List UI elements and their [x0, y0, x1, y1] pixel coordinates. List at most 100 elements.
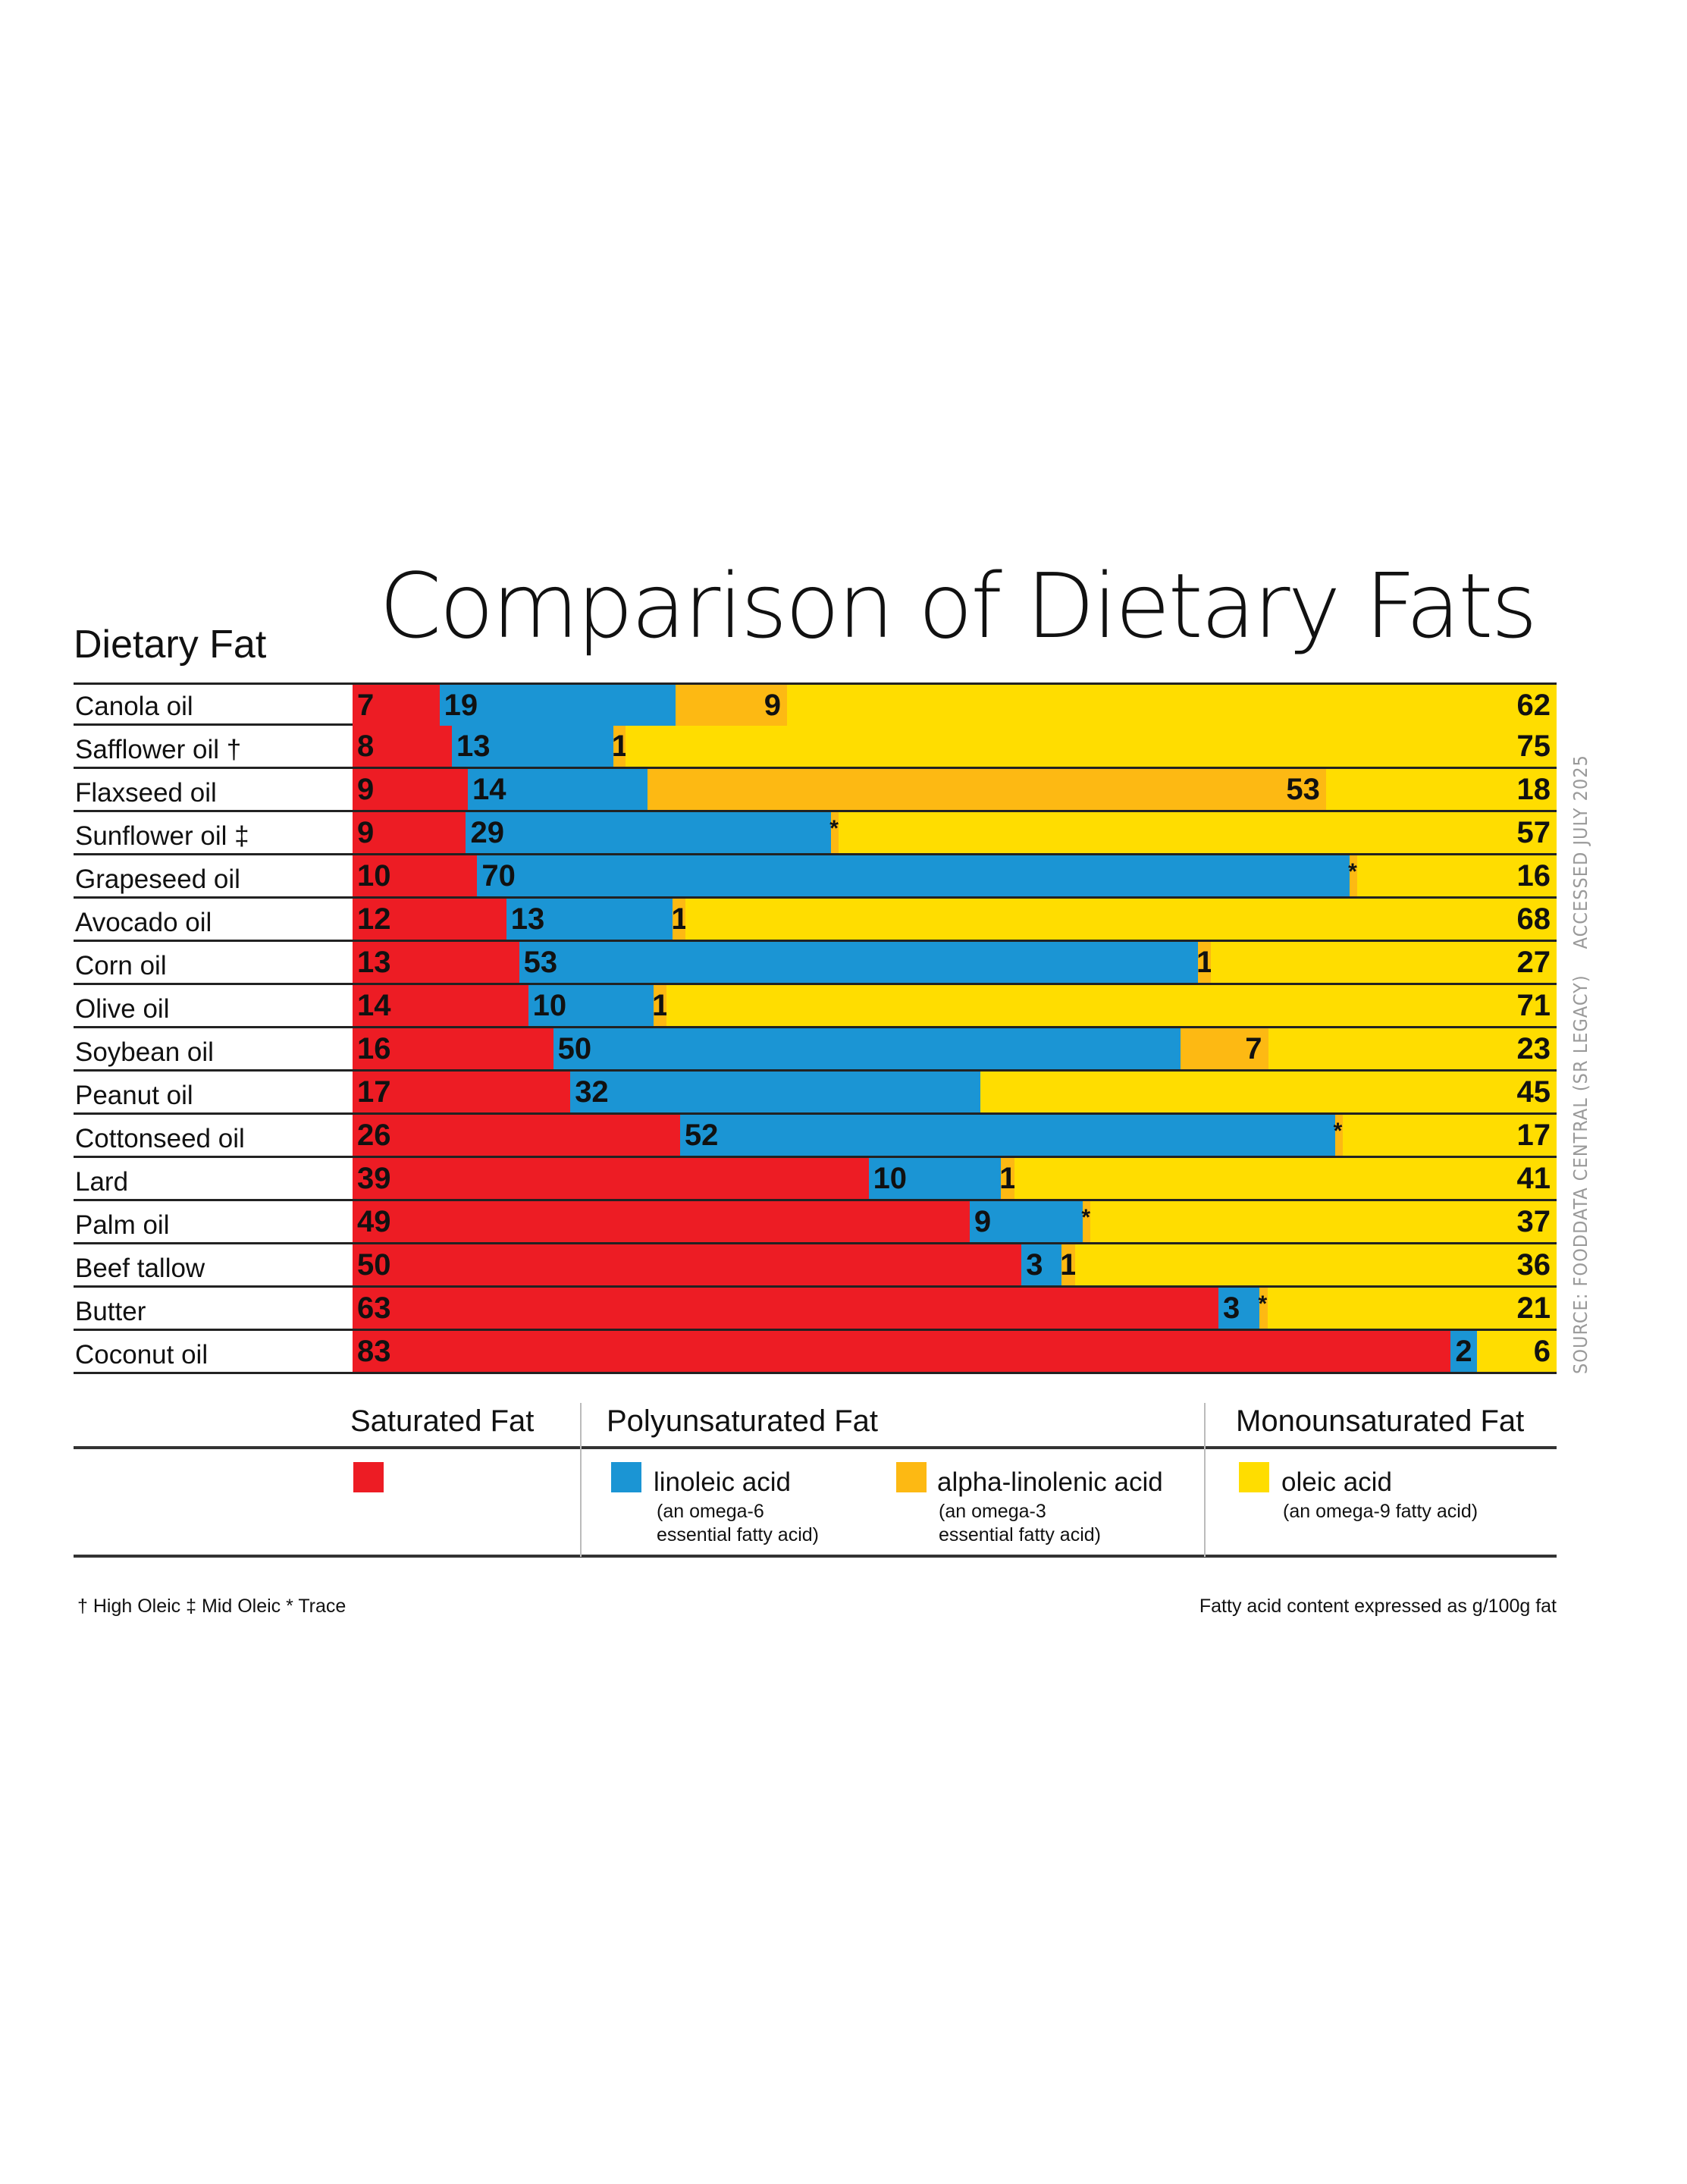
bar-segment-saturated — [353, 685, 440, 726]
data-label-saturated: 10 — [357, 859, 391, 893]
bar-row: Peanut oil 17 32 45 — [74, 1072, 1557, 1115]
stacked-bar: 17 32 45 — [353, 1072, 1557, 1112]
data-label-oleic: 18 — [1516, 773, 1551, 806]
legend-label-oleic: oleic acid — [1281, 1467, 1392, 1497]
data-label-alpha-linolenic: 1 — [999, 1162, 1017, 1195]
data-label-linoleic: 32 — [575, 1075, 609, 1109]
legend-swatch-saturated — [353, 1462, 384, 1492]
category-label: Butter — [75, 1297, 146, 1326]
bar-segment-alpha-linolenic — [1259, 1288, 1268, 1329]
legend-swatch-alpha-linolenic — [896, 1462, 927, 1492]
data-label-saturated: 39 — [357, 1162, 391, 1195]
bar-segment-saturated — [353, 899, 506, 940]
bar-segment-saturated — [353, 942, 519, 983]
data-label-oleic: 68 — [1516, 902, 1551, 936]
bar-segment-oleic — [1342, 1115, 1557, 1156]
bar-segment-oleic — [1268, 1288, 1557, 1329]
bar-segment-linoleic — [1218, 1288, 1260, 1329]
bar-row: Flaxseed oil 9 14 53 18 — [74, 769, 1557, 812]
data-label-alpha-linolenic: * — [1333, 1119, 1343, 1144]
bar-segment-alpha-linolenic — [1001, 1158, 1014, 1199]
bar-row: Olive oil 14 10 1 71 — [74, 985, 1557, 1028]
data-label-saturated: 12 — [357, 902, 391, 936]
data-label-oleic: 36 — [1516, 1248, 1551, 1282]
category-label: Grapeseed oil — [75, 864, 240, 894]
legend-header-monounsaturated: Monounsaturated Fat — [1236, 1404, 1525, 1438]
data-label-oleic: 57 — [1516, 816, 1551, 849]
stacked-bar: 63 3 * 21 — [353, 1288, 1557, 1329]
bar-segment-linoleic — [506, 899, 673, 940]
data-label-oleic: 75 — [1516, 730, 1551, 763]
category-label: Palm oil — [75, 1210, 170, 1240]
legend-divider — [1204, 1403, 1206, 1557]
legend-swatch-oleic — [1239, 1462, 1269, 1492]
bar-row: Cottonseed oil 26 52 * 17 — [74, 1115, 1557, 1158]
data-label-alpha-linolenic: * — [829, 816, 839, 841]
data-label-alpha-linolenic: 1 — [652, 989, 669, 1022]
bar-segment-linoleic — [519, 942, 1198, 983]
data-label-alpha-linolenic: * — [1081, 1205, 1091, 1230]
legend-header-polyunsaturated: Polyunsaturated Fat — [607, 1404, 878, 1438]
bar-row: Butter 63 3 * 21 — [74, 1288, 1557, 1331]
accessed-text: ACCESSED JULY 2025 — [1569, 755, 1591, 949]
bar-segment-oleic — [1074, 1244, 1557, 1285]
bar-segment-saturated — [353, 1201, 970, 1242]
data-label-linoleic: 2 — [1455, 1335, 1472, 1368]
data-label-alpha-linolenic: 1 — [1196, 946, 1214, 979]
data-label-oleic: 62 — [1516, 689, 1551, 722]
data-label-saturated: 26 — [357, 1119, 391, 1152]
category-label: Canola oil — [75, 692, 193, 721]
bar-segment-alpha-linolenic — [831, 812, 839, 853]
stacked-bar: 10 70 * 16 — [353, 855, 1557, 896]
bar-segment-oleic — [666, 985, 1557, 1026]
data-label-oleic: 27 — [1516, 946, 1551, 979]
data-label-linoleic: 70 — [481, 859, 516, 893]
legend-swatch-linoleic — [611, 1462, 641, 1492]
data-label-saturated: 7 — [357, 689, 375, 722]
footnote-symbols: † High Oleic ‡ Mid Oleic * Trace — [77, 1596, 346, 1617]
data-label-linoleic: 50 — [557, 1032, 592, 1065]
bar-segment-linoleic — [868, 1158, 1002, 1199]
bar-segment-saturated — [353, 1331, 1451, 1372]
bar-segment-saturated — [353, 1028, 553, 1069]
legend-divider-bottom — [74, 1555, 1557, 1558]
legend-label-linoleic: linoleic acid — [654, 1467, 791, 1497]
category-label: Avocado oil — [75, 908, 212, 937]
data-label-linoleic: 29 — [470, 816, 504, 849]
stacked-bar: 8 13 1 75 — [353, 726, 1557, 767]
data-label-linoleic: 10 — [532, 989, 567, 1022]
bar-segment-linoleic — [1450, 1331, 1478, 1372]
category-label: Lard — [75, 1167, 129, 1197]
data-label-linoleic: 10 — [873, 1162, 908, 1195]
bar-segment-linoleic — [477, 855, 1350, 896]
category-label: Olive oil — [75, 994, 170, 1024]
category-label: Safflower oil † — [75, 735, 242, 764]
bar-segment-alpha-linolenic — [1180, 1028, 1268, 1069]
bar-segment-alpha-linolenic — [675, 685, 787, 726]
data-label-alpha-linolenic: 53 — [1286, 773, 1320, 806]
bar-row: Grapeseed oil 10 70 * 16 — [74, 855, 1557, 899]
data-label-linoleic: 3 — [1026, 1248, 1043, 1282]
stacked-bar: 83 2 6 — [353, 1331, 1557, 1372]
bar-segment-saturated — [353, 726, 452, 767]
bar-row: Soybean oil 16 50 7 23 — [74, 1028, 1557, 1072]
legend-note-oleic: (an omega-9 fatty acid) — [1283, 1501, 1478, 1522]
category-label: Soybean oil — [75, 1037, 214, 1067]
legend-note-alpha-linolenic: (an omega-3 essential fatty acid) — [939, 1501, 1101, 1545]
bar-segment-oleic — [1356, 855, 1557, 896]
stacked-bar: 14 10 1 71 — [353, 985, 1557, 1026]
stacked-bar: 26 52 * 17 — [353, 1115, 1557, 1156]
data-label-alpha-linolenic: 1 — [1060, 1248, 1077, 1282]
data-label-linoleic: 9 — [974, 1205, 992, 1238]
bar-segment-oleic — [1268, 1028, 1557, 1069]
bar-segment-saturated — [353, 812, 466, 853]
bar-segment-oleic — [626, 726, 1557, 767]
data-label-saturated: 63 — [357, 1291, 391, 1325]
stacked-bar: 9 14 53 18 — [353, 769, 1557, 810]
data-label-linoleic: 52 — [684, 1119, 719, 1152]
data-label-alpha-linolenic: 9 — [764, 689, 781, 722]
bar-segment-linoleic — [1021, 1244, 1062, 1285]
data-label-linoleic: 13 — [456, 730, 491, 763]
data-label-saturated: 9 — [357, 816, 375, 849]
bar-segment-alpha-linolenic — [1350, 855, 1357, 896]
